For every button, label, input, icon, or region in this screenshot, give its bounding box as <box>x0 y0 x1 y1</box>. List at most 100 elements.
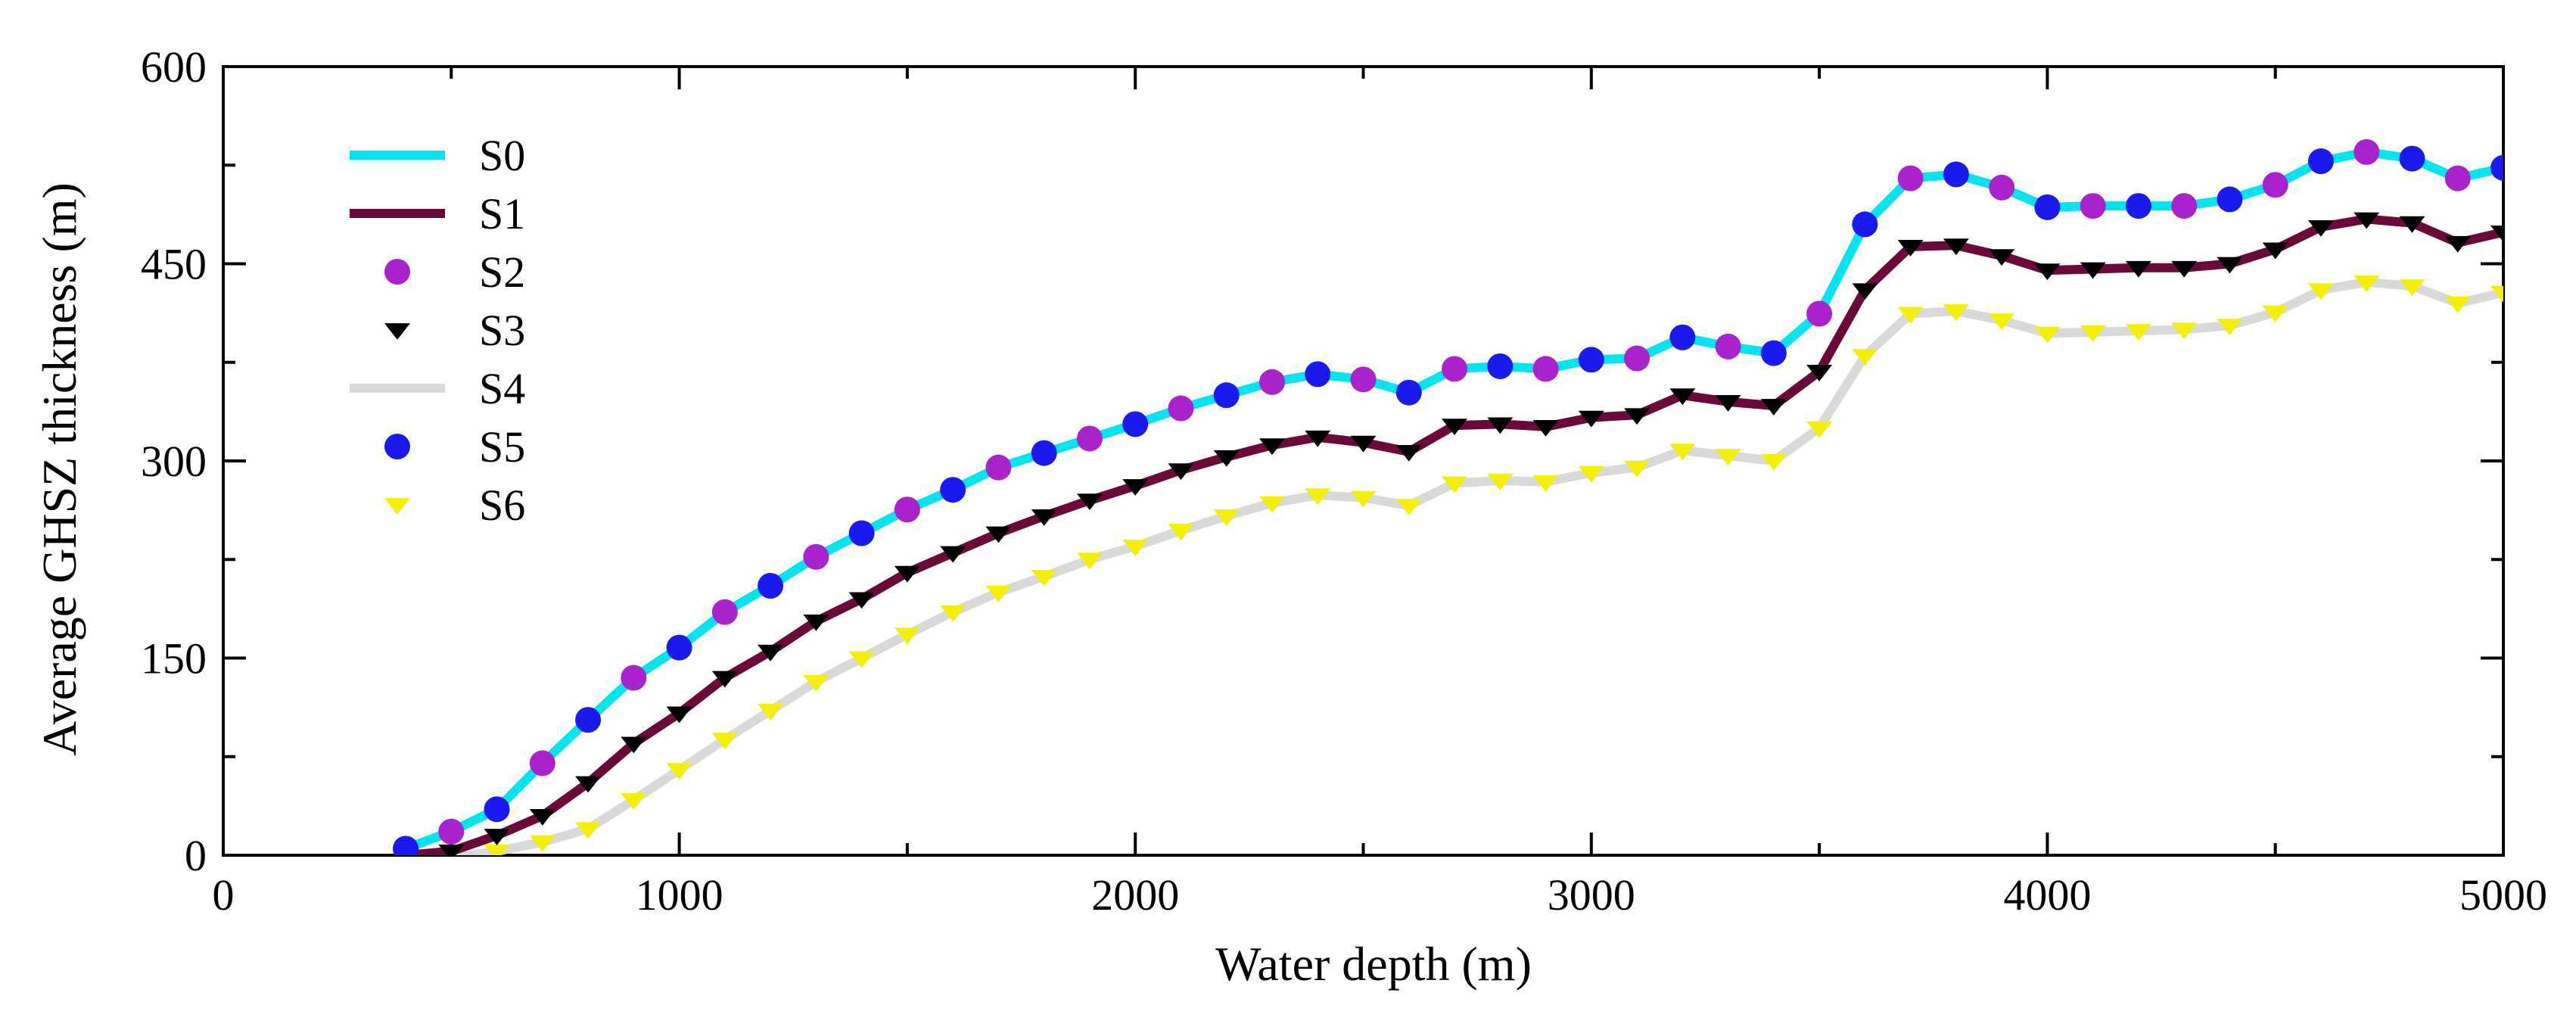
marker-S3 <box>1852 283 1878 300</box>
marker-S5 <box>1213 382 1240 409</box>
marker-S2 <box>711 599 738 625</box>
marker-S5 <box>1852 211 1878 238</box>
y-axis-label: Average GHSZ thickness (m) <box>33 182 86 756</box>
marker-S3 <box>1442 419 1468 436</box>
marker-S6 <box>1760 454 1787 471</box>
marker-S2 <box>1806 300 1833 327</box>
marker-S3 <box>1715 394 1741 412</box>
marker-S3 <box>2399 216 2425 233</box>
marker-S3 <box>848 592 875 609</box>
marker-S2 <box>1350 366 1377 393</box>
marker-S2 <box>1715 333 1741 359</box>
marker-S3 <box>621 736 647 754</box>
marker-S2 <box>2444 165 2471 191</box>
marker-S6 <box>1031 569 1057 587</box>
marker-S3 <box>575 776 602 793</box>
marker-S6 <box>2125 324 2151 341</box>
marker-S6 <box>529 835 555 852</box>
marker-S6 <box>666 763 692 780</box>
x-tick-label: 0 <box>213 870 235 920</box>
marker-S6 <box>1122 540 1149 556</box>
marker-S3 <box>2080 262 2106 279</box>
marker-S5 <box>393 836 419 855</box>
marker-S6 <box>1624 460 1650 478</box>
marker-S5 <box>2217 186 2243 213</box>
marker-S3 <box>1395 444 1422 462</box>
marker-S3 <box>2307 219 2334 237</box>
legend: S0 S1 S2 S3 S4 S5 S6 <box>350 131 525 530</box>
marker-S2 <box>1076 425 1103 452</box>
y-tick-label: 150 <box>141 634 207 683</box>
marker-S5 <box>1487 353 1514 379</box>
marker-S2 <box>1624 345 1650 372</box>
marker-S3 <box>1897 240 1924 257</box>
marker-S2 <box>985 454 1012 481</box>
marker-S5 <box>484 796 510 823</box>
marker-S5 <box>1031 440 1057 466</box>
marker-S6 <box>2307 283 2334 300</box>
marker-S6 <box>2262 305 2288 322</box>
marker-S3 <box>1669 388 1696 406</box>
marker-S6 <box>1852 349 1878 366</box>
marker-S5 <box>2034 194 2061 220</box>
marker-S3 <box>1487 417 1514 434</box>
y-tick-label: 0 <box>185 831 207 880</box>
marker-S2 <box>1989 174 2015 201</box>
marker-S6 <box>1213 509 1240 526</box>
marker-S2 <box>1258 369 1285 395</box>
x-tick-label: 4000 <box>2003 870 2091 920</box>
legend-swatch-S6 <box>384 498 410 515</box>
marker-S3 <box>2171 260 2198 278</box>
y-tick-label: 450 <box>141 240 207 289</box>
marker-S2 <box>2080 193 2106 219</box>
marker-S5 <box>1305 361 1331 388</box>
legend-swatch-S5 <box>384 434 410 459</box>
x-tick-label: 2000 <box>1091 870 1179 920</box>
marker-S5 <box>1578 347 1604 373</box>
marker-S3 <box>711 671 738 688</box>
y-tick-label: 600 <box>141 42 207 92</box>
marker-S6 <box>1532 475 1559 492</box>
marker-S6 <box>2399 279 2425 296</box>
marker-S3 <box>1076 493 1103 511</box>
marker-S6 <box>2171 322 2198 340</box>
marker-S6 <box>1943 304 1969 321</box>
marker-S2 <box>1897 165 1924 191</box>
marker-S2 <box>1168 395 1194 422</box>
marker-S3 <box>666 706 692 724</box>
marker-S3 <box>1305 430 1331 447</box>
marker-S5 <box>666 634 692 661</box>
legend-label-S1: S1 <box>479 189 525 238</box>
marker-S3 <box>1213 450 1240 467</box>
marker-S3 <box>803 614 829 631</box>
marker-S6 <box>1305 488 1331 506</box>
marker-S2 <box>438 818 465 845</box>
marker-S6 <box>1076 552 1103 570</box>
x-tick-label: 5000 <box>2459 870 2547 920</box>
marker-S6 <box>1806 421 1833 438</box>
marker-S3 <box>2354 212 2380 229</box>
legend-label-S0: S0 <box>479 131 525 180</box>
marker-S6 <box>1168 524 1194 540</box>
marker-S6 <box>1442 476 1468 493</box>
marker-S6 <box>1258 496 1285 513</box>
data-layer <box>393 139 2503 855</box>
marker-S2 <box>2354 139 2380 165</box>
marker-S3 <box>1760 399 1787 416</box>
marker-S2 <box>803 543 829 570</box>
marker-S3 <box>2490 225 2503 242</box>
marker-S5 <box>1669 324 1696 350</box>
x-tick-label: 3000 <box>1548 870 1635 920</box>
marker-S3 <box>2217 257 2243 274</box>
marker-S5 <box>758 572 784 599</box>
marker-S3 <box>2262 242 2288 260</box>
marker-S6 <box>1669 444 1696 461</box>
marker-S3 <box>1624 408 1650 425</box>
legend-label-S3: S3 <box>479 306 525 355</box>
marker-S3 <box>2125 260 2151 278</box>
marker-S6 <box>1578 465 1604 483</box>
marker-S6 <box>894 627 920 645</box>
marker-S6 <box>940 605 966 622</box>
marker-S5 <box>848 520 875 546</box>
marker-S3 <box>484 829 510 845</box>
